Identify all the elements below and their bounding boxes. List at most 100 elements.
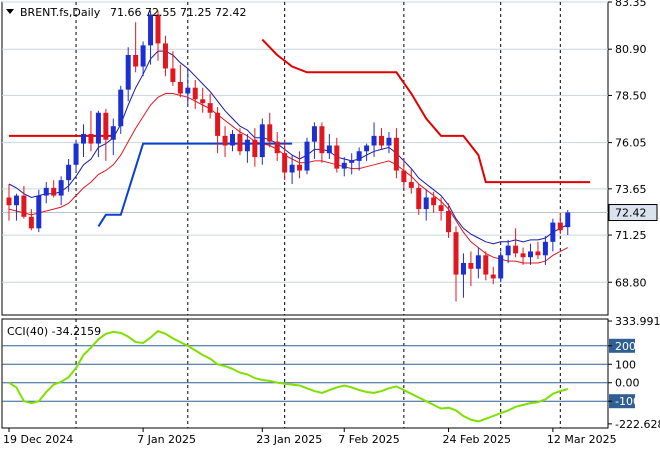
candle-body: [289, 164, 295, 173]
candle: [51, 180, 57, 198]
candle: [133, 22, 139, 73]
candle-body: [542, 241, 548, 256]
candle-body: [565, 212, 571, 228]
candle: [21, 185, 27, 219]
symbol-label: BRENT.fs,Daily: [20, 6, 101, 19]
candle: [185, 68, 191, 106]
candle-body: [334, 145, 340, 169]
cci-tick-label: 100: [615, 358, 636, 371]
candle: [289, 155, 295, 185]
candle-body: [513, 245, 519, 254]
candle: [356, 147, 362, 171]
candle: [88, 110, 94, 152]
candle: [118, 85, 124, 134]
candle-body: [192, 87, 198, 100]
candle: [103, 108, 109, 161]
candle: [304, 137, 310, 175]
price-tick-label: 68.80: [615, 276, 647, 289]
candle: [401, 158, 407, 188]
candle-body: [133, 54, 139, 67]
candle-body: [6, 197, 12, 206]
candle: [36, 189, 42, 233]
candle: [475, 247, 481, 279]
candle-body: [401, 170, 407, 183]
collapse-triangle-icon[interactable]: [6, 9, 14, 14]
price-tick-label: 73.65: [615, 183, 647, 196]
candle-body: [475, 255, 481, 269]
candle-body: [185, 87, 191, 94]
cci-tick-label: 200: [615, 340, 636, 353]
candle: [326, 133, 332, 159]
candle-body: [110, 126, 116, 140]
cci-line: [8, 329, 569, 423]
candle: [81, 124, 86, 158]
candle: [200, 87, 206, 113]
candle: [550, 218, 556, 252]
price-tick-label: 76.05: [615, 137, 647, 150]
candle-body: [177, 81, 183, 94]
price-panel: 83.35 80.90 78.50 76.05 73.65 71.25 68.80 72.42: [1, 0, 658, 316]
cci-tick-label: -222.628: [615, 418, 660, 431]
cci-level-badge: [609, 394, 635, 409]
candle-body: [483, 255, 489, 275]
candle-body: [207, 103, 213, 113]
candle-body: [557, 222, 563, 231]
candle-body: [528, 251, 533, 258]
time-tick-label: 12 Mar 2025: [547, 433, 617, 446]
candle-body: [95, 112, 101, 144]
candle-body: [125, 54, 131, 90]
candle-body: [230, 133, 235, 146]
candle-body: [311, 126, 317, 142]
candle-body: [431, 197, 437, 206]
time-tick-label: 24 Feb 2025: [443, 433, 511, 446]
candle-body: [51, 187, 57, 196]
candle-body: [28, 216, 34, 229]
candle: [446, 203, 452, 238]
candle: [177, 64, 183, 98]
candle-body: [244, 139, 250, 152]
time-tick-label: 19 Dec 2024: [3, 433, 73, 446]
candle-body: [140, 45, 146, 67]
candle-body: [155, 14, 161, 44]
candle: [334, 137, 340, 173]
stop-line-blue: [97, 142, 293, 227]
candle: [297, 151, 303, 179]
candle: [483, 251, 489, 281]
candle: [423, 189, 429, 221]
candle: [364, 143, 370, 161]
candle: [215, 106, 221, 154]
candle-body: [13, 195, 19, 206]
candle-body: [446, 210, 452, 233]
candle: [386, 132, 392, 154]
candle-body: [252, 139, 258, 158]
candle: [557, 212, 563, 235]
price-tick-label: 78.50: [615, 89, 647, 102]
candle: [244, 133, 250, 163]
cci-tick-label: -100: [615, 395, 640, 408]
cci-panel-frame: [1, 318, 609, 429]
candle: [379, 128, 384, 150]
candle-body: [162, 43, 168, 69]
candle: [155, 10, 161, 61]
ohlc-readout: 71.66 72.55 71.25 72.42: [110, 6, 246, 19]
candle-body: [118, 89, 124, 127]
candle: [535, 241, 541, 260]
cci-tick-label: 0.00: [615, 377, 640, 390]
candle-body: [81, 133, 86, 144]
candle-body: [423, 197, 429, 210]
current-price-box: [608, 204, 658, 222]
candle-body: [326, 145, 332, 154]
candle: [282, 139, 288, 181]
price-tick-label: 80.90: [615, 43, 647, 56]
candle: [43, 182, 49, 204]
candle-body: [304, 141, 310, 171]
price-tick-label: 83.35: [615, 0, 647, 9]
candle-body: [341, 162, 347, 169]
price-tick-label: 71.25: [615, 229, 647, 242]
candle: [460, 253, 466, 298]
current-price-label: 72.42: [615, 207, 647, 220]
candle-body: [66, 164, 72, 181]
candle-body: [36, 195, 42, 229]
candle: [95, 110, 101, 158]
candle: [371, 122, 377, 158]
